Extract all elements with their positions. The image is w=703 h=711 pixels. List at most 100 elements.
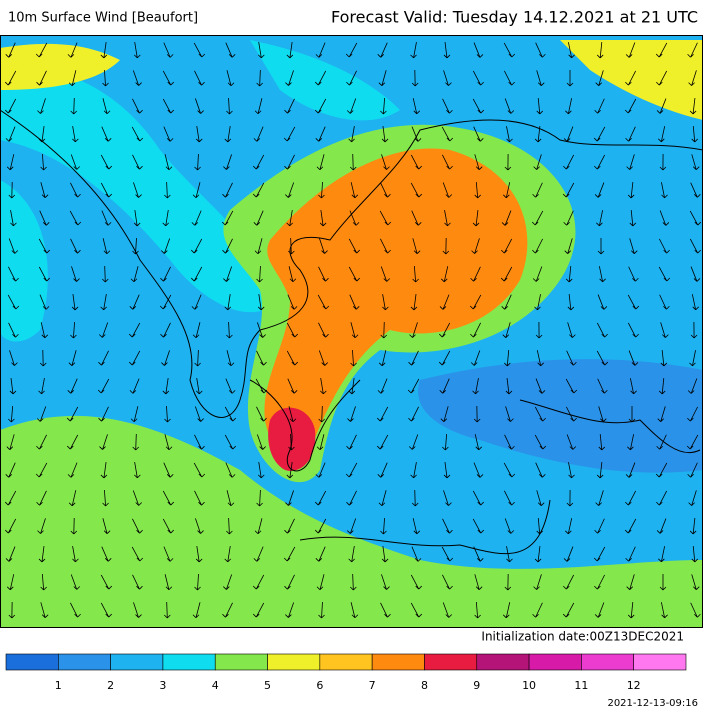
wind-arrow: [380, 182, 391, 198]
wind-arrow: [254, 518, 263, 535]
wind-arrow: [70, 154, 81, 170]
wind-arrow: [223, 574, 233, 590]
wind-arrow: [567, 294, 575, 311]
wind-arrow: [348, 126, 355, 143]
wind-arrow: [687, 42, 698, 58]
wind-arrow: [4, 70, 17, 86]
wind-arrow: [190, 238, 203, 254]
wind-arrow: [256, 69, 263, 87]
colorbar-swatch: [633, 653, 687, 671]
wind-arrow: [596, 42, 604, 59]
wind-arrow: [376, 406, 389, 422]
colorbar-label: 7: [369, 679, 376, 692]
wind-arrow: [505, 378, 513, 395]
wind-arrow: [100, 602, 113, 618]
wind-arrow: [597, 237, 605, 255]
colorbar-swatch: [58, 653, 111, 671]
wind-arrow: [161, 238, 171, 254]
wind-arrow: [4, 490, 17, 506]
wind-arrow: [627, 322, 639, 338]
wind-arrow: [257, 294, 265, 311]
wind-arrow: [132, 574, 143, 590]
wind-arrow: [162, 490, 175, 506]
wind-arrow: [595, 70, 604, 86]
wind-arrow: [471, 238, 480, 254]
wind-arrow: [315, 546, 326, 562]
wind-arrow: [659, 210, 670, 226]
wind-arrow: [164, 154, 173, 171]
wind-arrow: [8, 266, 19, 282]
colorbar-swatch: [110, 653, 164, 671]
wind-arrow: [288, 406, 297, 423]
wind-arrow: [349, 153, 357, 171]
wind-arrow: [688, 490, 697, 506]
wind-arrow: [378, 70, 387, 86]
wind-arrow: [504, 573, 512, 591]
colorbar-swatch: [424, 653, 478, 671]
wind-arrow: [314, 490, 327, 506]
wind-map: [0, 35, 703, 628]
wind-arrow: [380, 517, 387, 535]
wind-arrow: [442, 98, 453, 114]
timestamp: 2021-12-13-09:16: [607, 698, 698, 709]
wind-arrow: [594, 518, 605, 534]
wind-arrow: [161, 350, 170, 366]
wind-arrow: [444, 210, 451, 227]
wind-arrow: [629, 378, 637, 395]
wind-arrow: [194, 70, 205, 86]
wind-arrow: [192, 182, 201, 199]
wind-arrow: [194, 490, 205, 506]
wind-arrow: [8, 322, 19, 338]
wind-arrow: [318, 266, 329, 282]
wind-arrow: [134, 462, 141, 479]
wind-arrow: [350, 349, 357, 367]
wind-arrow: [70, 97, 77, 115]
wind-arrow: [5, 462, 16, 478]
wind-arrow: [69, 210, 82, 226]
wind-arrow: [101, 546, 112, 562]
wind-arrow: [658, 546, 666, 563]
wind-arrow: [378, 350, 387, 367]
wind-arrow: [474, 434, 483, 451]
wind-arrow: [598, 406, 607, 422]
wind-arrow: [287, 378, 298, 394]
wind-arrow: [285, 70, 294, 86]
wind-arrow: [350, 182, 359, 199]
wind-arrow: [655, 462, 668, 478]
wind-arrow: [100, 574, 113, 590]
wind-arrow: [624, 518, 637, 534]
wind-arrow: [6, 434, 15, 450]
wind-arrow: [134, 42, 141, 59]
wind-arrow: [252, 182, 265, 198]
wind-arrow: [318, 405, 325, 423]
wind-arrow: [381, 154, 390, 170]
wind-arrow: [408, 434, 419, 450]
wind-arrow: [102, 265, 109, 283]
wind-arrow: [628, 266, 639, 282]
wind-arrow: [347, 518, 357, 534]
wind-arrow: [470, 322, 481, 338]
wind-arrow: [473, 405, 481, 423]
wind-arrow: [442, 433, 449, 451]
wind-arrow: [472, 210, 480, 227]
wind-arrow: [596, 462, 604, 479]
wind-arrow: [596, 322, 608, 338]
wind-arrow: [102, 489, 109, 507]
wind-arrow: [658, 266, 671, 282]
wind-arrow: [596, 210, 604, 227]
wind-arrow: [472, 490, 484, 506]
wind-arrow: [660, 602, 668, 619]
wind-arrow: [226, 490, 235, 507]
wind-arrow: [226, 350, 235, 367]
wind-arrow: [691, 545, 699, 563]
wind-arrow: [6, 574, 15, 591]
wind-arrow: [9, 350, 18, 366]
wind-arrow: [224, 406, 237, 422]
wind-arrow: [690, 321, 698, 339]
wind-arrow: [532, 266, 543, 282]
wind-arrow: [657, 406, 666, 422]
wind-arrow: [382, 294, 389, 311]
wind-arrow: [408, 406, 419, 422]
wind-arrow: [40, 182, 49, 198]
wind-arrow: [284, 518, 295, 534]
